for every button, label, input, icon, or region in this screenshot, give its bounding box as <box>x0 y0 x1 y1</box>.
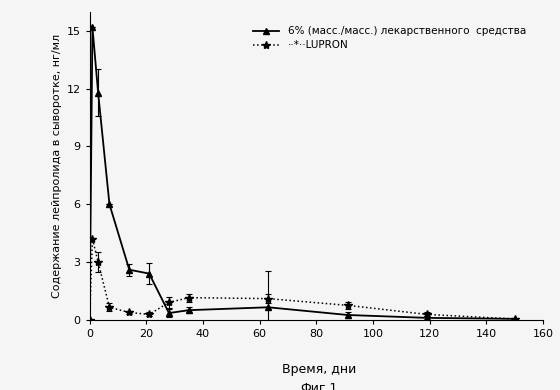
Text: Время, дни: Время, дни <box>282 363 356 376</box>
Text: Фиг.1: Фиг.1 <box>301 382 338 390</box>
Legend: 6% (масс./масс.) лекарственного  средства, ··*··LUPRON: 6% (масс./масс.) лекарственного средства… <box>250 23 529 53</box>
Y-axis label: Содержание лейпролида в сыворотке, нг/мл: Содержание лейпролида в сыворотке, нг/мл <box>52 34 62 298</box>
